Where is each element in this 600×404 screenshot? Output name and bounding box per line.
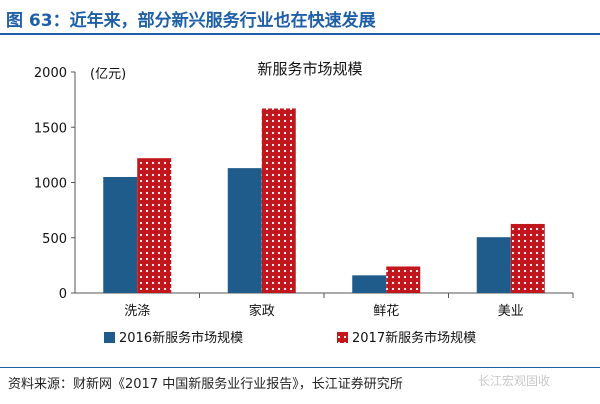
bar-2016 (476, 237, 511, 293)
legend: 2016新服务市场规模 2017新服务市场规模 (104, 330, 476, 346)
legend-label: 2016新服务市场规模 (119, 330, 243, 346)
y-tick-label: 1000 (34, 177, 67, 192)
bar-2017 (137, 158, 172, 293)
legend-swatch (104, 332, 115, 343)
y-tick-label: 1500 (34, 121, 67, 136)
unit-label: (亿元) (90, 67, 126, 82)
bar-2016 (227, 168, 262, 293)
x-tick-label: 家政 (249, 303, 275, 319)
bar-2016 (103, 176, 138, 293)
legend-swatch (337, 332, 348, 343)
footer-divider (0, 367, 600, 368)
legend-label: 2017新服务市场规模 (352, 330, 476, 346)
watermark: 长江宏观固收 (478, 374, 551, 388)
y-tick-label: 0 (59, 287, 67, 302)
axes: 0 500 1000 1500 2000 洗涤 家政 鲜花 美业 (34, 66, 574, 319)
y-tick-label: 500 (42, 232, 67, 247)
x-tick-label: 美业 (498, 304, 524, 319)
title-divider (0, 33, 600, 35)
x-tick-label: 洗涤 (124, 304, 150, 319)
y-tick-label: 2000 (34, 66, 67, 81)
bar-chart: 新服务市场规模 (亿元) 0 500 1000 1500 2000 洗涤 家政 鲜花 美业 20… (34, 60, 574, 346)
bar-2017 (261, 108, 296, 293)
chart-title: 新服务市场规模 (257, 60, 362, 78)
source-note: 资料来源：财新网《2017 中国新服务业行业报告》，长江证券研究所 (8, 377, 403, 392)
x-tick-label: 鲜花 (373, 303, 399, 319)
bar-2016 (352, 275, 387, 293)
bars (103, 108, 545, 293)
figure-title: 图 63：近年来，部分新兴服务行业也在快速发展 (6, 11, 376, 31)
bar-2017 (510, 223, 545, 293)
bar-2017 (386, 266, 421, 293)
